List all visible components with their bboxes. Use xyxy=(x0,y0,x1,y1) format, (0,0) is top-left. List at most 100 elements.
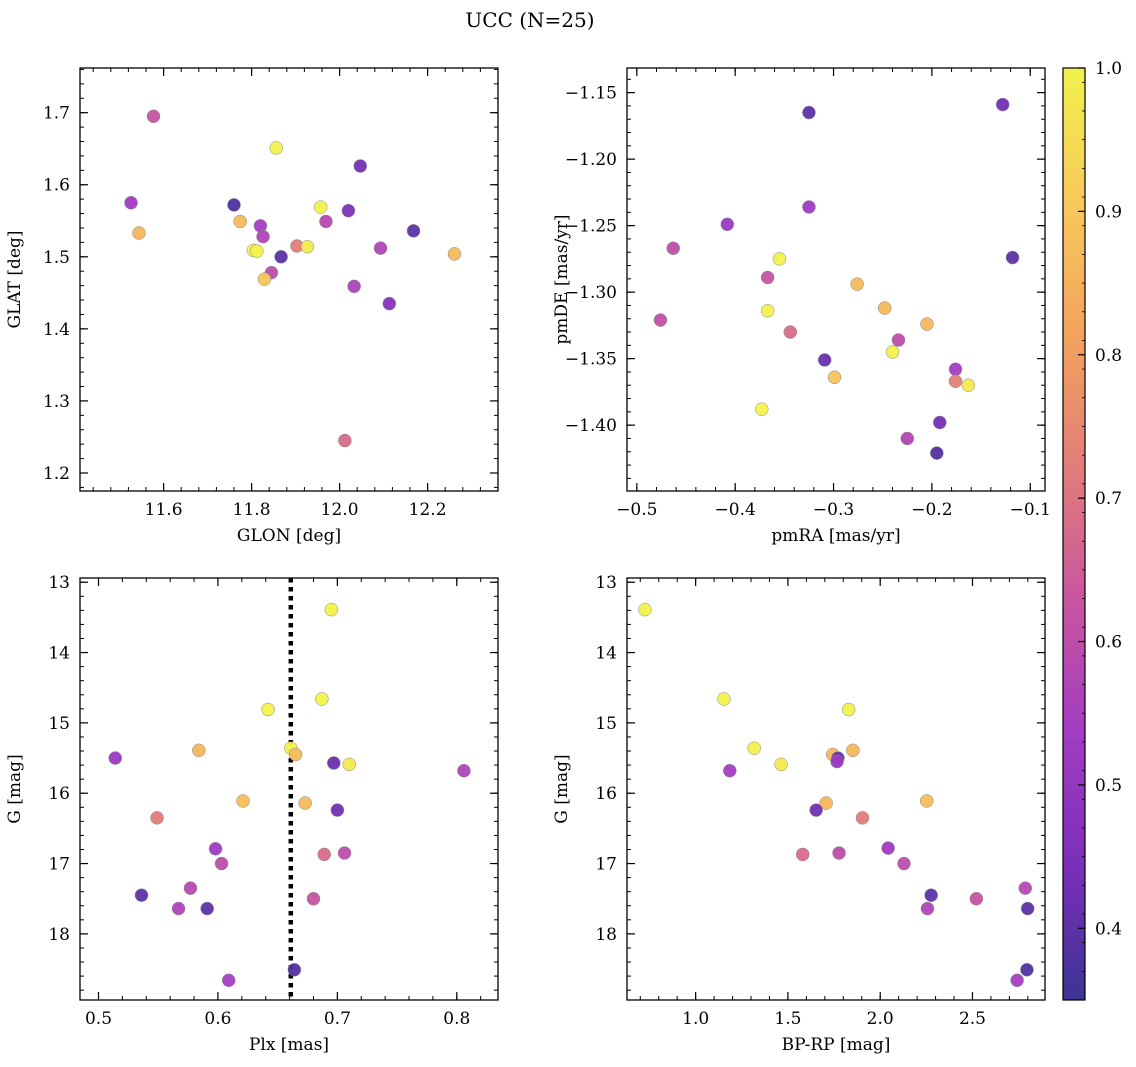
colorbar-tick-label: 0.6 xyxy=(1095,633,1122,653)
data-point xyxy=(897,856,911,871)
data-point xyxy=(382,296,397,311)
x-axis-label: GLON [deg] xyxy=(237,526,341,546)
y-tick-label: 15 xyxy=(595,714,617,734)
data-point xyxy=(317,847,331,862)
data-point xyxy=(192,743,206,758)
data-point xyxy=(1020,901,1035,916)
x-tick-label: 1.5 xyxy=(774,1009,801,1029)
data-point xyxy=(795,847,810,862)
x-tick-label: 12.2 xyxy=(409,500,447,520)
data-point xyxy=(881,841,895,855)
data-point xyxy=(233,214,247,229)
y-tick-label: −1.35 xyxy=(565,350,617,370)
plot-frame xyxy=(626,67,1046,492)
data-point xyxy=(256,229,270,244)
x-axis-label: pmRA [mas/yr] xyxy=(771,526,900,546)
y-tick-label: 1.3 xyxy=(43,392,70,412)
y-tick-label: −1.30 xyxy=(565,283,617,303)
data-point xyxy=(324,602,339,617)
data-point xyxy=(961,378,976,392)
data-point xyxy=(1018,881,1033,895)
data-point xyxy=(855,811,870,825)
y-tick-label: 18 xyxy=(595,925,617,945)
data-point xyxy=(227,198,241,212)
data-point xyxy=(827,370,842,385)
data-point xyxy=(146,109,161,124)
data-point xyxy=(269,141,283,155)
y-tick-label: −1.40 xyxy=(565,416,617,436)
y-tick-label: 16 xyxy=(595,784,617,804)
data-point xyxy=(313,200,328,214)
y-tick-label: 1.6 xyxy=(43,176,70,196)
x-axis-label: BP-RP [mag] xyxy=(782,1035,891,1055)
data-point xyxy=(846,743,860,758)
colorbar-tick-label: 0.9 xyxy=(1095,202,1122,222)
data-point xyxy=(330,803,345,817)
data-point xyxy=(819,796,833,810)
data-point xyxy=(995,97,1010,112)
data-point xyxy=(772,252,787,266)
panel-plx-g: 0.5 0.6 0.7 0.8 13 14 15 16 17 18 Plx [mas] G [mag] xyxy=(5,573,499,1055)
data-point xyxy=(948,362,963,377)
data-point xyxy=(342,757,357,772)
data-point xyxy=(723,763,737,778)
data-point xyxy=(132,226,146,240)
data-point xyxy=(319,214,333,229)
y-tick-label: 17 xyxy=(48,855,70,875)
y-tick-label: 13 xyxy=(595,573,617,593)
plot-frame xyxy=(79,67,499,492)
panel-bprp-g: 1.0 1.5 2.0 2.5 13 14 15 16 17 18 BP-RP [mag] G [ma… xyxy=(552,573,1046,1055)
x-tick-label: −0.3 xyxy=(813,500,854,520)
x-axis-label: Plx [mas] xyxy=(249,1035,329,1055)
y-tick-label: 1.2 xyxy=(43,464,70,484)
data-point xyxy=(306,891,321,906)
data-point xyxy=(338,433,352,448)
data-point xyxy=(817,353,832,367)
data-point xyxy=(288,747,303,762)
data-point xyxy=(1010,973,1024,988)
data-point xyxy=(809,803,823,817)
x-tick-label: 11.8 xyxy=(233,500,271,520)
data-point xyxy=(457,763,471,778)
plot-frame xyxy=(626,577,1046,1001)
data-point xyxy=(300,239,315,254)
colorbar-tick-label: 0.8 xyxy=(1095,346,1122,366)
data-point xyxy=(832,846,846,860)
data-point xyxy=(274,250,288,264)
data-point xyxy=(221,973,236,988)
y-tick-label: 1.5 xyxy=(43,248,70,268)
data-point xyxy=(250,244,264,258)
data-point xyxy=(969,891,984,906)
data-point xyxy=(315,692,329,706)
data-point xyxy=(920,901,935,916)
x-tick-label: 0.7 xyxy=(324,1009,351,1029)
y-axis-label: GLAT [deg] xyxy=(5,230,25,328)
y-tick-label: 13 xyxy=(48,573,70,593)
y-tick-label: 15 xyxy=(48,714,70,734)
data-point xyxy=(653,313,668,327)
x-tick-label: 2.5 xyxy=(959,1009,986,1029)
data-point xyxy=(373,241,388,255)
data-point xyxy=(638,602,652,617)
data-point xyxy=(287,963,302,977)
colorbar-gradient xyxy=(1062,67,1086,1001)
panel-pmra-pmde: −0.5 −0.4 −0.3 −0.2 −0.1 −1.40 −1.35 −1.30 −1.25… xyxy=(552,67,1051,546)
data-point xyxy=(347,279,361,294)
data-point xyxy=(877,301,892,315)
data-point xyxy=(900,431,915,446)
data-point xyxy=(341,203,356,218)
data-point xyxy=(891,333,906,347)
x-tick-label: 1.0 xyxy=(682,1009,709,1029)
x-tick-label: −0.2 xyxy=(911,500,952,520)
data-point xyxy=(108,751,122,765)
y-tick-label: −1.20 xyxy=(565,150,617,170)
data-point xyxy=(747,741,761,755)
x-tick-label: 0.5 xyxy=(85,1009,112,1029)
data-point xyxy=(134,888,149,902)
y-tick-label: 14 xyxy=(48,644,70,664)
figure-title: UCC (N=25) xyxy=(465,8,594,32)
data-point xyxy=(841,702,856,717)
x-tick-label: 0.6 xyxy=(204,1009,231,1029)
colorbar-tick-label: 0.7 xyxy=(1095,489,1122,509)
